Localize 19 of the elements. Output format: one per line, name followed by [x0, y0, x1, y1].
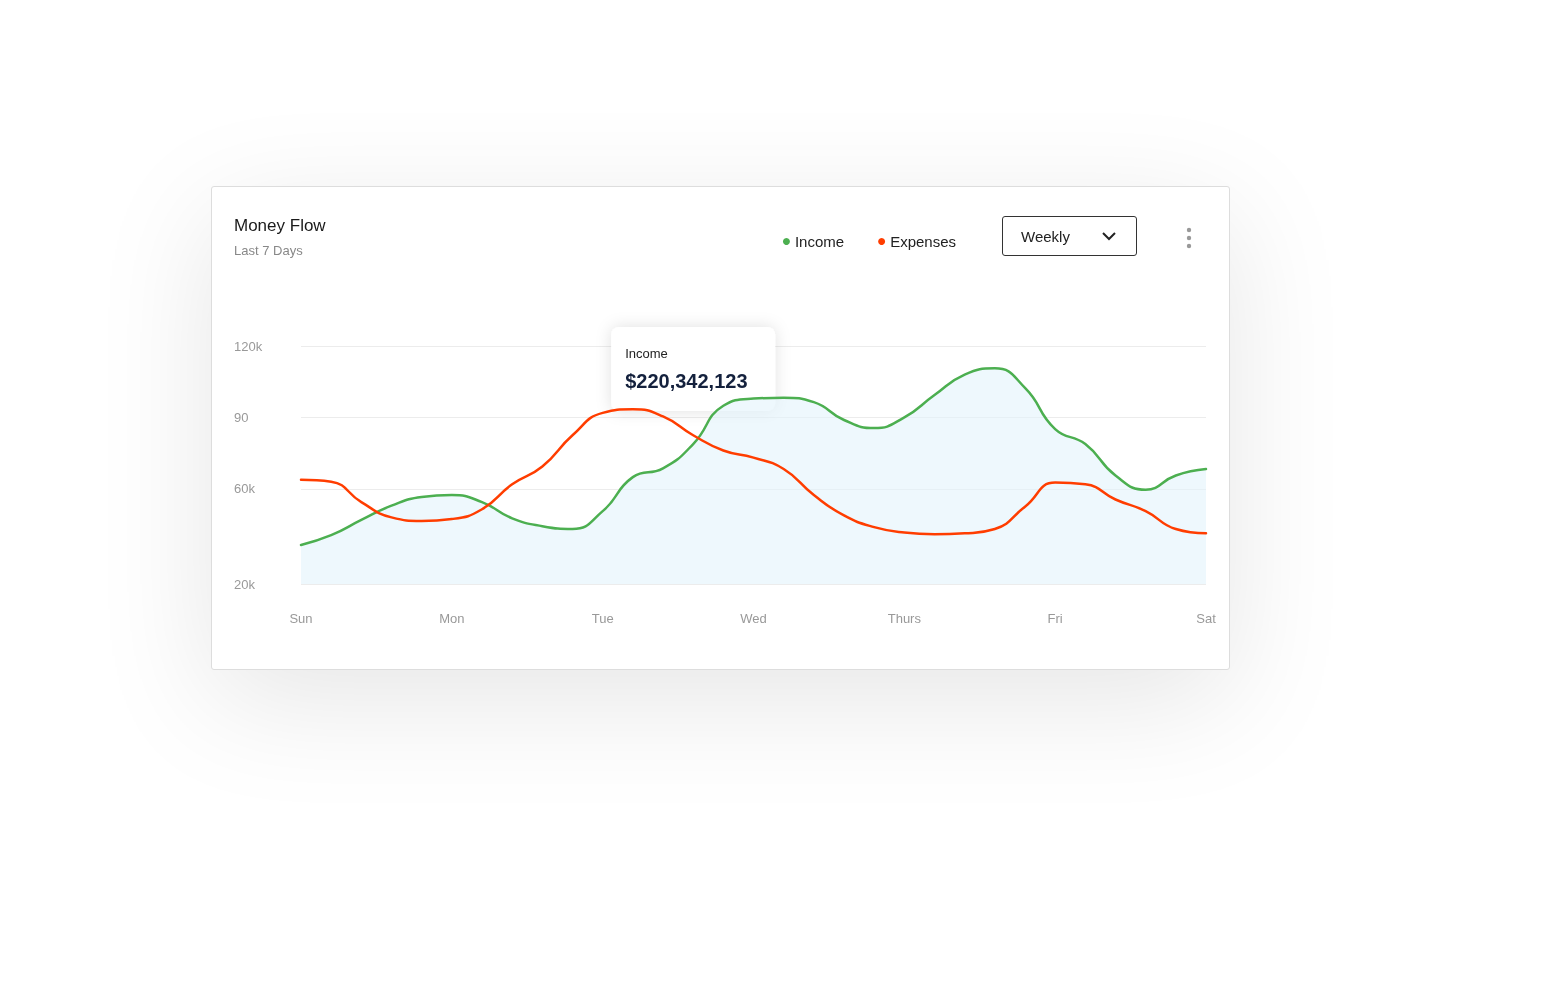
- x-tick-label: Fri: [1047, 611, 1063, 626]
- y-tick-label: 20k: [234, 576, 256, 592]
- line-series: [299, 408, 1208, 536]
- legend-label: Income: [794, 233, 845, 250]
- y-tick-label: 120k: [234, 338, 263, 354]
- x-tick-label: Wed: [740, 611, 767, 626]
- text: Weekly: [1021, 227, 1070, 245]
- x-tick-label: Thurs: [887, 611, 922, 626]
- y-tick-label: 60k: [234, 481, 256, 497]
- x-tick-label: Sun: [289, 611, 313, 626]
- x-tick-label: Mon: [439, 611, 465, 626]
- x-tick-label: Sat: [1196, 611, 1217, 626]
- legend-label: Expenses: [890, 233, 956, 250]
- chart-subtitle: Last 7 Days: [234, 243, 303, 258]
- x-tick-label: Tue: [591, 611, 614, 626]
- y-tick-label: 90: [234, 409, 249, 425]
- annotation: Income: [625, 346, 668, 361]
- annotation: $220,342,123: [625, 370, 748, 392]
- chart-title: Money Flow: [234, 216, 326, 236]
